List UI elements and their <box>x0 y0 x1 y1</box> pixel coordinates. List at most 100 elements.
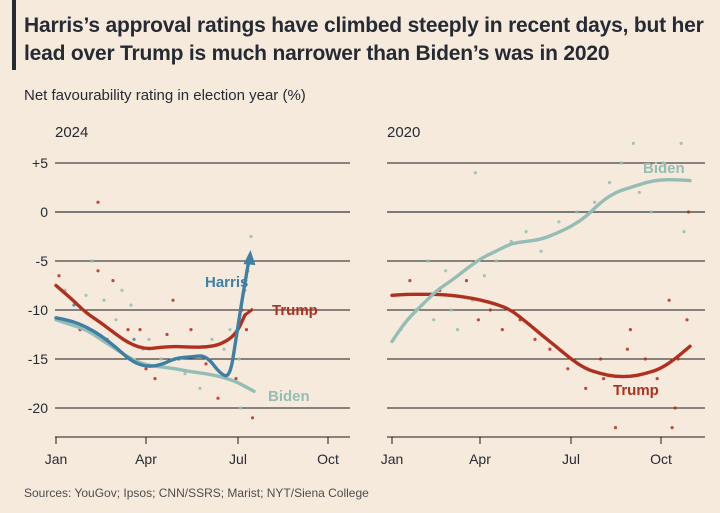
poll-dot <box>473 171 477 175</box>
series-line-biden <box>390 178 692 344</box>
poll-dot <box>183 372 187 376</box>
poll-dot <box>120 288 124 292</box>
poll-dot <box>444 269 448 273</box>
poll-dot <box>557 220 561 224</box>
x-tick-label: Jul <box>562 451 580 467</box>
poll-dot <box>464 279 469 283</box>
poll-dot <box>685 318 689 322</box>
poll-dot <box>602 377 606 381</box>
poll-dot <box>682 230 686 234</box>
poll-dot <box>426 259 430 263</box>
y-tick-label: -20 <box>28 400 48 416</box>
poll-dot <box>500 328 504 332</box>
poll-dot <box>670 426 674 430</box>
poll-dot <box>96 200 100 204</box>
y-tick-label: -10 <box>28 302 48 318</box>
poll-dot <box>524 230 528 234</box>
poll-dot <box>216 396 220 400</box>
chart-subtitle: Net favourability rating in election yea… <box>24 87 306 104</box>
poll-dot <box>548 347 552 351</box>
poll-dot <box>129 303 133 307</box>
poll-dot <box>204 362 208 366</box>
poll-dot <box>673 406 677 410</box>
poll-dot <box>147 337 151 341</box>
poll-dot <box>637 190 641 194</box>
poll-dot <box>153 377 157 381</box>
poll-dot <box>234 377 238 381</box>
poll-dot <box>450 308 454 312</box>
poll-dot <box>667 298 671 302</box>
poll-dot <box>126 328 130 332</box>
source-note: Sources: YouGov; Ipsos; CNN/SSRS; Marist… <box>24 486 369 500</box>
series-label-biden: Biden <box>268 388 310 405</box>
x-tick-label: Oct <box>317 451 339 467</box>
series-line-trump <box>390 292 692 379</box>
poll-dot <box>244 328 249 332</box>
poll-dot <box>613 426 618 430</box>
y-tick-label: 0 <box>40 204 48 220</box>
poll-dot <box>159 357 163 361</box>
poll-dot <box>686 210 691 214</box>
series-label-trump: Trump <box>613 382 659 399</box>
panel-2020: 2020 Jan Apr Jul Oct Biden Trump <box>381 124 705 467</box>
series-line-biden <box>54 318 256 393</box>
series-label-trump: Trump <box>272 302 318 319</box>
poll-dot <box>111 279 115 283</box>
poll-dot <box>661 161 665 165</box>
x-tick-label: Jan <box>381 451 404 467</box>
poll-dot <box>138 328 142 332</box>
poll-dot <box>575 210 579 214</box>
title-accent-rule <box>12 0 16 70</box>
poll-dot <box>599 357 603 361</box>
poll-dot <box>432 318 436 322</box>
poll-dot <box>189 328 193 332</box>
poll-dot <box>132 337 136 341</box>
poll-dot <box>619 161 624 165</box>
poll-dot <box>238 406 243 410</box>
poll-dot <box>584 386 588 390</box>
poll-dot <box>643 357 647 361</box>
poll-dot <box>631 141 636 145</box>
series-line-trump <box>54 283 247 351</box>
poll-dot <box>628 328 633 332</box>
harris-arrowhead <box>243 250 256 266</box>
poll-dot <box>90 259 94 263</box>
panel-2024: 2024 +5 0 -5 -10 -15 -20 Jan Apr Jul Oct Harris Tru… <box>28 124 350 467</box>
poll-dot <box>237 357 241 361</box>
poll-dot <box>476 318 480 322</box>
poll-dot <box>57 274 61 278</box>
poll-dot <box>649 210 653 214</box>
series-label-biden: Biden <box>643 160 685 177</box>
x-tick-label: Apr <box>469 451 491 467</box>
poll-dot <box>102 298 106 302</box>
poll-dot <box>144 367 148 371</box>
poll-dot <box>408 279 412 283</box>
poll-dot <box>171 298 175 302</box>
poll-dot <box>488 308 492 312</box>
chart-title: Harris’s approval ratings have climbed s… <box>24 14 704 65</box>
trump-tail <box>244 307 254 317</box>
poll-dot <box>228 328 232 332</box>
poll-dot <box>566 367 570 371</box>
poll-dot <box>539 249 543 253</box>
x-tick-label: Oct <box>650 451 672 467</box>
poll-dot <box>456 328 460 332</box>
poll-dot <box>222 347 226 351</box>
poll-dot <box>655 377 659 381</box>
poll-dot <box>607 181 612 185</box>
poll-dot <box>96 269 100 273</box>
poll-dot <box>210 337 214 341</box>
poll-dot <box>250 416 255 420</box>
x-tick-label: Jul <box>229 451 247 467</box>
x-tick-label: Apr <box>135 451 157 467</box>
poll-dot <box>593 200 597 204</box>
y-tick-label: +5 <box>32 155 48 171</box>
series-label-harris: Harris <box>205 274 248 291</box>
poll-dot <box>114 318 118 322</box>
poll-dot <box>533 337 537 341</box>
series-line-harris <box>54 254 252 378</box>
poll-dot <box>165 332 169 337</box>
poll-dot <box>679 141 683 145</box>
